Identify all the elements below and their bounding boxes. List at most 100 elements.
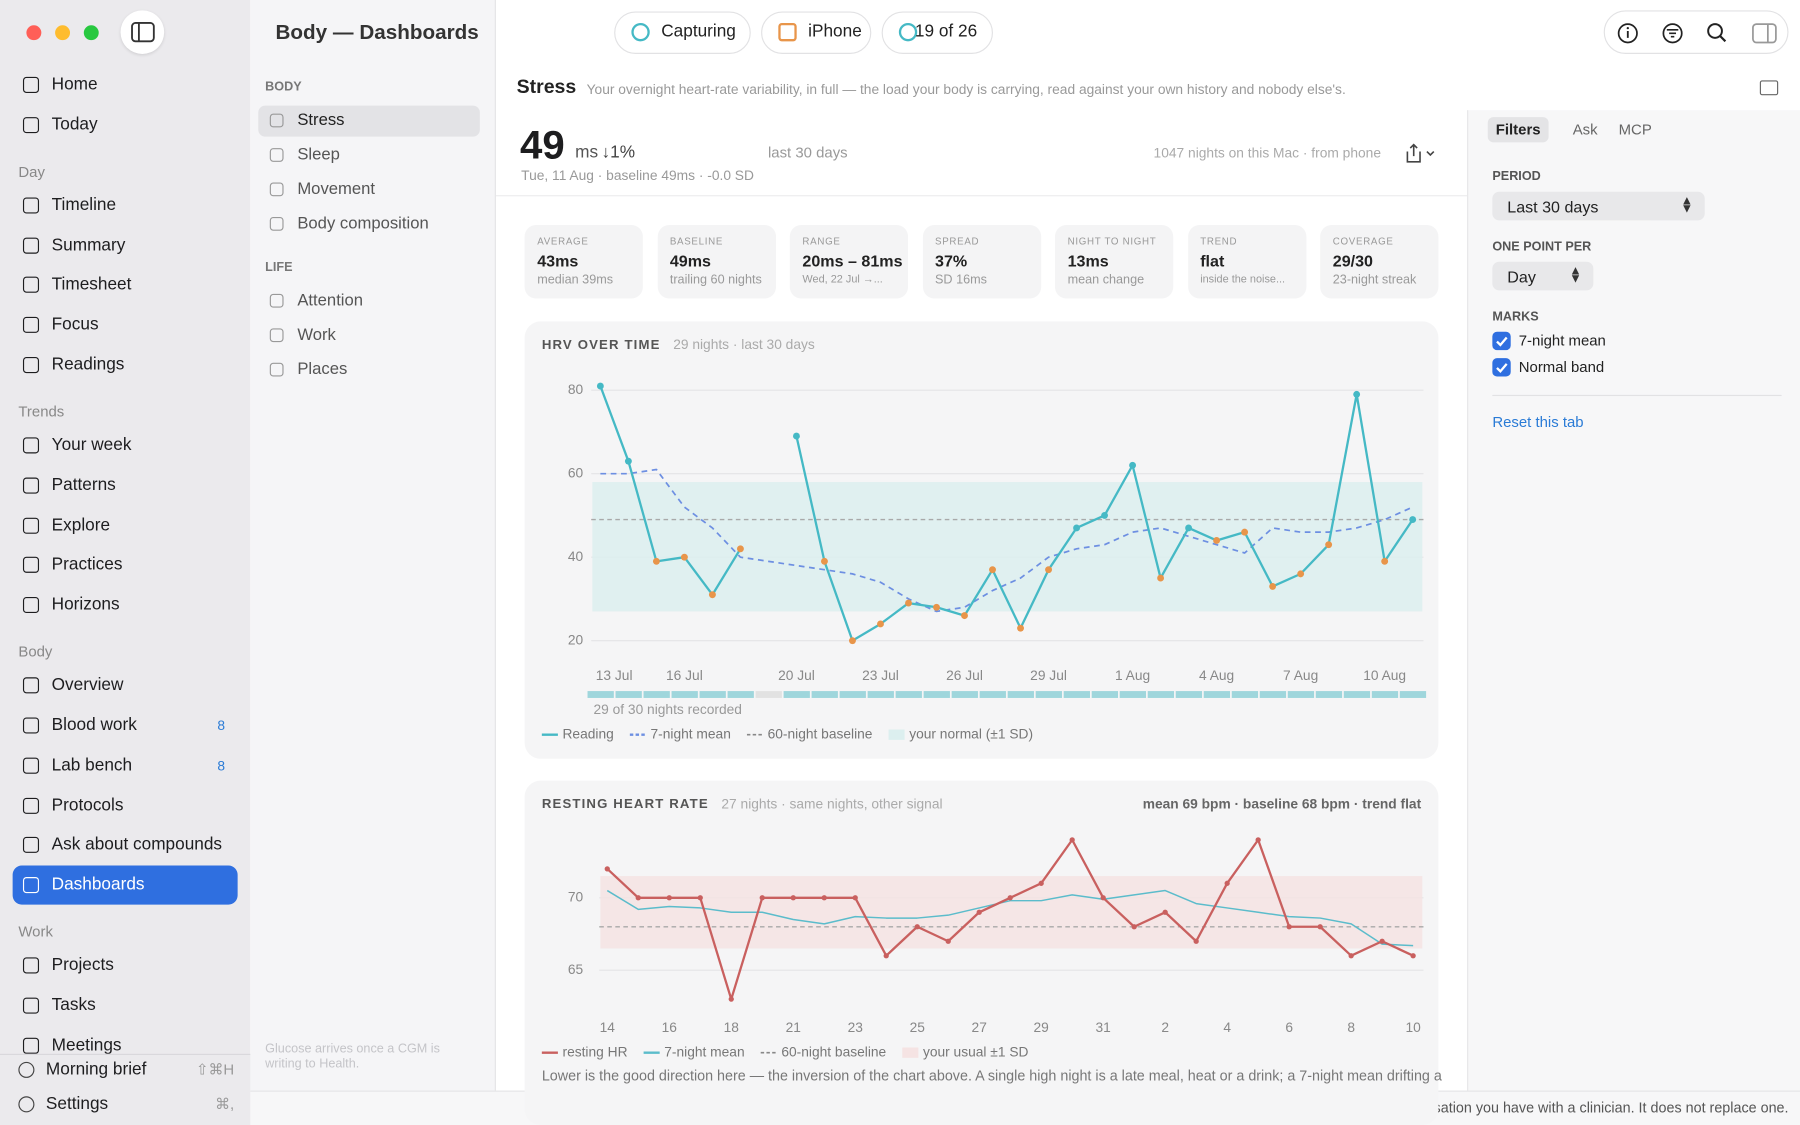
nav-item[interactable]: Patterns (51, 475, 116, 495)
data-point (821, 895, 827, 901)
dropdown[interactable] (1492, 261, 1594, 291)
stat-card (657, 224, 776, 299)
x-tick-label: 18 (724, 1020, 740, 1035)
data-point (1325, 541, 1333, 549)
subnav-heading: BODY (265, 80, 302, 95)
nav-item[interactable]: Timesheet (51, 274, 132, 295)
check (1496, 363, 1508, 374)
nav-item[interactable]: Tasks (51, 995, 96, 1015)
subnav-item[interactable]: Body composition (297, 214, 429, 234)
nav-item[interactable]: Your week (51, 435, 132, 455)
pill-label[interactable]: 19 of 26 (914, 21, 978, 42)
data-point (1286, 924, 1292, 930)
sidebar-toggle[interactable] (120, 10, 165, 54)
nav-item[interactable]: Horizons (51, 594, 120, 615)
coverage-segment (1287, 691, 1315, 698)
data-point (852, 895, 858, 901)
nav-item[interactable]: Lab bench (51, 755, 133, 775)
summary-value: 49 (520, 122, 565, 168)
legend-swatch (888, 729, 905, 740)
subnav-selected (258, 105, 480, 137)
footer-item[interactable]: Morning brief (45, 1059, 147, 1080)
traffic-zoom[interactable] (83, 24, 99, 40)
subnav-item[interactable]: Attention (297, 291, 364, 310)
y-tick-label: 20 (568, 632, 584, 647)
subnav-item[interactable]: Movement (297, 180, 376, 199)
subnav-item[interactable]: Places (297, 360, 348, 379)
nav-item[interactable]: Blood work (51, 715, 137, 735)
filter-tab[interactable]: Ask (1572, 120, 1598, 138)
nav-icon (22, 797, 40, 814)
subnav-item[interactable]: Stress (297, 111, 345, 130)
panel-toggle[interactable] (1759, 80, 1779, 96)
x-tick-label: 2 (1161, 1020, 1169, 1035)
y-tick-label: 70 (568, 889, 584, 904)
nav-icon (22, 237, 40, 254)
tab-selected (1487, 117, 1549, 143)
x-tick-label: 21 (786, 1020, 801, 1035)
info-button[interactable] (1617, 23, 1638, 44)
nav-item[interactable]: Meetings (51, 1035, 122, 1055)
x-tick-label: 10 Aug (1363, 668, 1406, 683)
data-point (759, 895, 765, 901)
share-button[interactable] (1403, 142, 1437, 165)
toolbar-pill[interactable] (761, 11, 872, 54)
subnav-item[interactable]: Sleep (297, 145, 340, 165)
nav-item[interactable]: Summary (51, 234, 126, 255)
pill-label[interactable]: Capturing (661, 21, 736, 42)
filter-tab[interactable]: MCP (1618, 120, 1652, 138)
nav-item[interactable]: Projects (51, 955, 114, 975)
search-button[interactable] (1707, 23, 1727, 43)
nav-item[interactable]: Overview (51, 675, 124, 695)
nav-item[interactable]: Protocols (51, 795, 124, 815)
subnav-item[interactable]: Work (297, 326, 336, 345)
checkbox-label[interactable]: Normal band (1518, 358, 1605, 376)
footer-icon (18, 1095, 35, 1112)
x-tick-label: 1 Aug (1115, 668, 1150, 683)
nav-item[interactable]: Ask about compounds (51, 835, 223, 855)
nav-item[interactable]: Home (51, 74, 98, 95)
nav-item[interactable]: Today (51, 114, 98, 135)
pill-icon (631, 22, 650, 42)
inspector-button[interactable] (1752, 23, 1777, 44)
normal-band (592, 482, 1423, 612)
stat-sub: median 39ms (537, 273, 614, 287)
data-point (905, 599, 912, 607)
coverage-label: 29 of 30 nights recorded (593, 702, 741, 717)
data-point (1069, 837, 1075, 843)
nav-item[interactable]: Practices (51, 554, 123, 575)
traffic-minimize[interactable] (54, 24, 70, 40)
x-tick-label: 23 (848, 1020, 864, 1035)
nav-icon (22, 317, 40, 334)
filter-tab[interactable]: Filters (1495, 120, 1541, 138)
data-point (1379, 938, 1385, 944)
data-point (1129, 461, 1137, 469)
nav-item[interactable]: Focus (51, 314, 99, 335)
checkbox-label[interactable]: 7-night mean (1518, 331, 1606, 349)
traffic-close[interactable] (25, 24, 41, 40)
pill-label[interactable]: iPhone (808, 21, 862, 42)
pill-icon (778, 22, 797, 42)
legend-label: 60-night baseline (768, 726, 873, 741)
data-point (933, 603, 940, 611)
nav-item[interactable]: Dashboards (51, 874, 145, 895)
x-tick-label: 14 (600, 1020, 616, 1035)
footer-item[interactable]: Settings (45, 1093, 109, 1113)
dropdown[interactable] (1492, 191, 1705, 221)
data-point (697, 895, 703, 901)
coverage-segment (951, 691, 978, 698)
checkbox[interactable] (1492, 331, 1511, 351)
subnav-icon (269, 113, 284, 128)
coverage-segment (1259, 691, 1287, 698)
stat-value: 29/30 (1332, 251, 1374, 270)
nav-item[interactable]: Readings (51, 354, 125, 375)
coverage-segment (1315, 691, 1343, 698)
nav-item[interactable]: Explore (51, 514, 111, 535)
nav-icon (22, 597, 40, 614)
nav-item[interactable]: Timeline (51, 194, 117, 215)
checkbox[interactable] (1492, 358, 1511, 377)
filter-button[interactable] (1662, 23, 1683, 44)
coverage-segment (979, 691, 1006, 698)
x-tick-label: 16 (662, 1020, 678, 1035)
reset-link[interactable]: Reset this tab (1492, 413, 1584, 431)
